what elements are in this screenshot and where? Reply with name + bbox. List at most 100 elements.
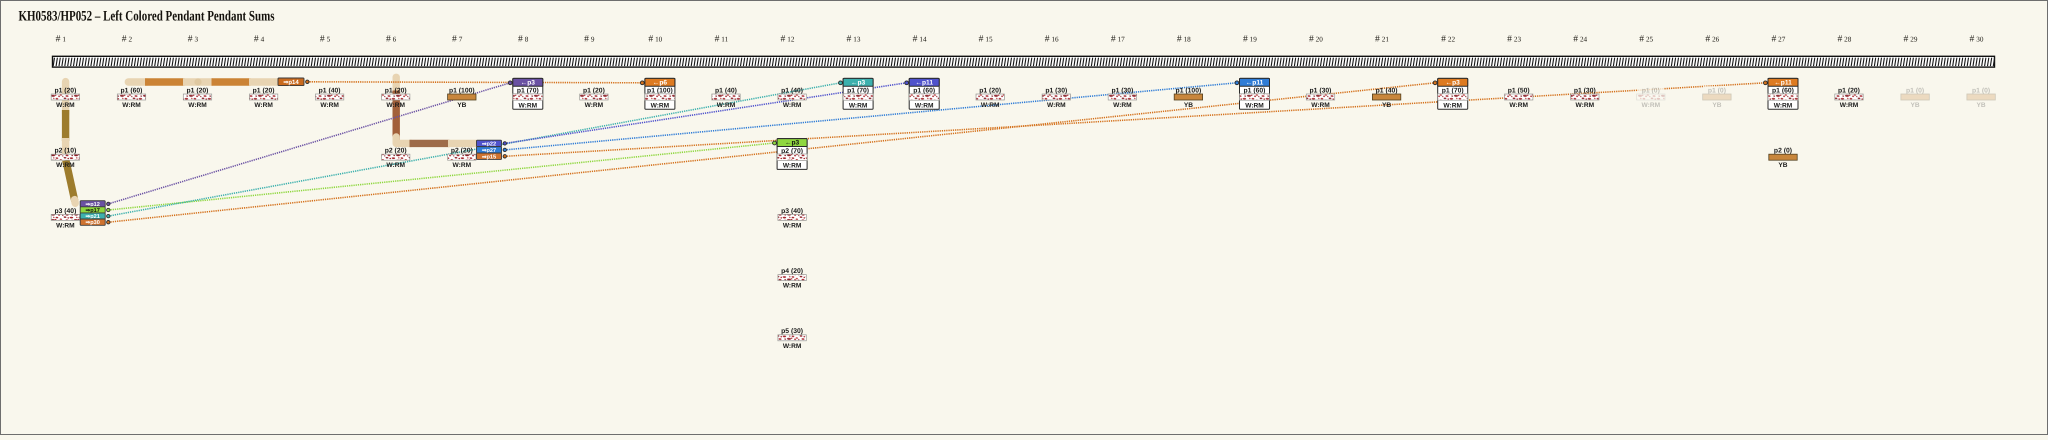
svg-text:W:RM: W:RM: [122, 102, 141, 109]
svg-text:⇒p12: ⇒p12: [86, 202, 100, 208]
svg-text:p1 (20): p1 (20): [979, 87, 1001, 94]
svg-text:←p11: ←p11: [1774, 79, 1792, 86]
svg-text:p1 (30): p1 (30): [1111, 87, 1133, 94]
svg-text:# 3: # 3: [188, 34, 199, 45]
svg-text:KH0583/HP052 – Left Colored Pe: KH0583/HP052 – Left Colored Pendant Pend…: [19, 8, 275, 24]
svg-text:# 12: # 12: [781, 34, 795, 45]
svg-text:W:RM: W:RM: [453, 162, 472, 169]
svg-text:YB: YB: [1778, 162, 1787, 169]
svg-text:←p11: ←p11: [915, 79, 933, 86]
svg-text:⇒p27: ⇒p27: [482, 148, 496, 154]
svg-text:W:RM: W:RM: [386, 162, 405, 169]
svg-text:YB: YB: [1184, 102, 1193, 109]
svg-text:W:RM: W:RM: [254, 102, 273, 109]
svg-text:W:RM: W:RM: [519, 102, 538, 109]
svg-text:# 29: # 29: [1904, 34, 1918, 45]
svg-text:W:RM: W:RM: [717, 102, 736, 109]
svg-text:W:RM: W:RM: [783, 343, 802, 350]
svg-text:YB: YB: [1382, 102, 1391, 109]
svg-text:⇒p14: ⇒p14: [283, 79, 299, 86]
svg-text:p1 (20): p1 (20): [253, 87, 275, 94]
svg-text:W:RM: W:RM: [386, 102, 405, 109]
svg-text:p1 (0): p1 (0): [1972, 87, 1990, 94]
svg-text:p1 (0): p1 (0): [1642, 87, 1660, 94]
svg-text:# 19: # 19: [1243, 34, 1257, 45]
svg-text:# 14: # 14: [913, 34, 927, 45]
svg-text:# 9: # 9: [584, 34, 595, 45]
svg-text:p1 (60): p1 (60): [913, 88, 935, 95]
svg-text:YB: YB: [457, 102, 466, 109]
svg-text:←p11: ←p11: [1246, 79, 1264, 86]
svg-text:# 25: # 25: [1639, 34, 1653, 45]
svg-text:p4 (20): p4 (20): [781, 268, 803, 275]
svg-text:p1 (20): p1 (20): [54, 87, 76, 94]
svg-text:# 11: # 11: [715, 34, 729, 45]
svg-text:p2 (0): p2 (0): [1774, 148, 1792, 155]
svg-text:p1 (40): p1 (40): [1376, 87, 1398, 94]
svg-text:p2 (20): p2 (20): [385, 148, 407, 155]
svg-text:p3 (40): p3 (40): [54, 208, 76, 215]
svg-text:p1 (70): p1 (70): [517, 88, 539, 95]
svg-text:W:RM: W:RM: [1113, 102, 1132, 109]
svg-text:# 2: # 2: [122, 34, 133, 45]
svg-text:⇒p17: ⇒p17: [86, 208, 100, 214]
svg-text:# 24: # 24: [1573, 34, 1587, 45]
svg-text:p1 (100): p1 (100): [647, 88, 673, 95]
svg-text:# 5: # 5: [320, 34, 331, 45]
svg-text:# 27: # 27: [1771, 34, 1785, 45]
svg-text:W:RM: W:RM: [783, 283, 802, 290]
svg-text:# 7: # 7: [452, 34, 463, 45]
svg-text:W:RM: W:RM: [783, 102, 802, 109]
svg-text:p1 (30): p1 (30): [1045, 87, 1067, 94]
svg-text:←p3: ←p3: [521, 79, 536, 86]
svg-text:# 6: # 6: [386, 34, 397, 45]
svg-text:p1 (40): p1 (40): [781, 87, 803, 94]
svg-text:⇒p22: ⇒p22: [482, 141, 496, 147]
svg-text:W:RM: W:RM: [56, 102, 75, 109]
svg-text:p1 (70): p1 (70): [1442, 88, 1464, 95]
svg-text:⇒p30: ⇒p30: [86, 220, 100, 226]
svg-text:p1 (20): p1 (20): [385, 87, 407, 94]
svg-text:W:RM: W:RM: [1576, 102, 1595, 109]
svg-text:W:RM: W:RM: [1311, 102, 1330, 109]
svg-text:p1 (60): p1 (60): [1244, 88, 1266, 95]
svg-text:# 28: # 28: [1837, 34, 1851, 45]
svg-text:# 20: # 20: [1309, 34, 1323, 45]
svg-text:# 15: # 15: [979, 34, 993, 45]
svg-text:W:RM: W:RM: [188, 102, 207, 109]
svg-text:W:RM: W:RM: [1509, 102, 1528, 109]
svg-text:p1 (40): p1 (40): [319, 87, 341, 94]
svg-text:p1 (20): p1 (20): [1838, 87, 1860, 94]
svg-text:W:RM: W:RM: [783, 163, 802, 170]
svg-text:←p6: ←p6: [653, 79, 668, 86]
svg-text:W:RM: W:RM: [1840, 102, 1859, 109]
svg-text:# 13: # 13: [847, 34, 861, 45]
svg-text:# 16: # 16: [1045, 34, 1059, 45]
svg-text:p1 (50): p1 (50): [1508, 87, 1530, 94]
svg-text:W:RM: W:RM: [56, 162, 75, 169]
svg-text:⇒p21: ⇒p21: [86, 214, 100, 220]
svg-text:W:RM: W:RM: [585, 102, 604, 109]
svg-text:# 23: # 23: [1507, 34, 1521, 45]
svg-text:W:RM: W:RM: [1047, 102, 1066, 109]
svg-text:p1 (0): p1 (0): [1708, 87, 1726, 94]
svg-text:p1 (0): p1 (0): [1906, 87, 1924, 94]
svg-text:p1 (60): p1 (60): [121, 87, 143, 94]
svg-text:W:RM: W:RM: [981, 102, 1000, 109]
svg-text:p1 (70): p1 (70): [847, 88, 869, 95]
svg-text:YB: YB: [1911, 102, 1920, 109]
svg-text:W:RM: W:RM: [849, 102, 868, 109]
svg-text:p1 (30): p1 (30): [1310, 87, 1332, 94]
svg-text:←p3: ←p3: [1446, 79, 1461, 86]
svg-text:# 17: # 17: [1111, 34, 1125, 45]
svg-text:p1 (40): p1 (40): [715, 87, 737, 94]
svg-text:YB: YB: [1712, 102, 1721, 109]
svg-text:W:RM: W:RM: [1245, 102, 1264, 109]
svg-text:# 30: # 30: [1970, 34, 1984, 45]
svg-text:YB: YB: [1977, 102, 1986, 109]
svg-text:p1 (20): p1 (20): [583, 87, 605, 94]
svg-text:p1 (20): p1 (20): [187, 87, 209, 94]
svg-text:# 4: # 4: [254, 34, 265, 45]
svg-text:W:RM: W:RM: [1774, 102, 1793, 109]
svg-text:p1 (60): p1 (60): [1772, 88, 1794, 95]
